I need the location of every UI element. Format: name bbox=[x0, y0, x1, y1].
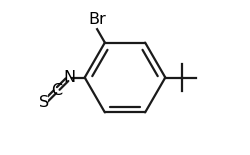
Text: Br: Br bbox=[88, 12, 106, 27]
Text: C: C bbox=[51, 83, 62, 98]
Text: S: S bbox=[39, 95, 49, 110]
Text: N: N bbox=[63, 70, 75, 85]
